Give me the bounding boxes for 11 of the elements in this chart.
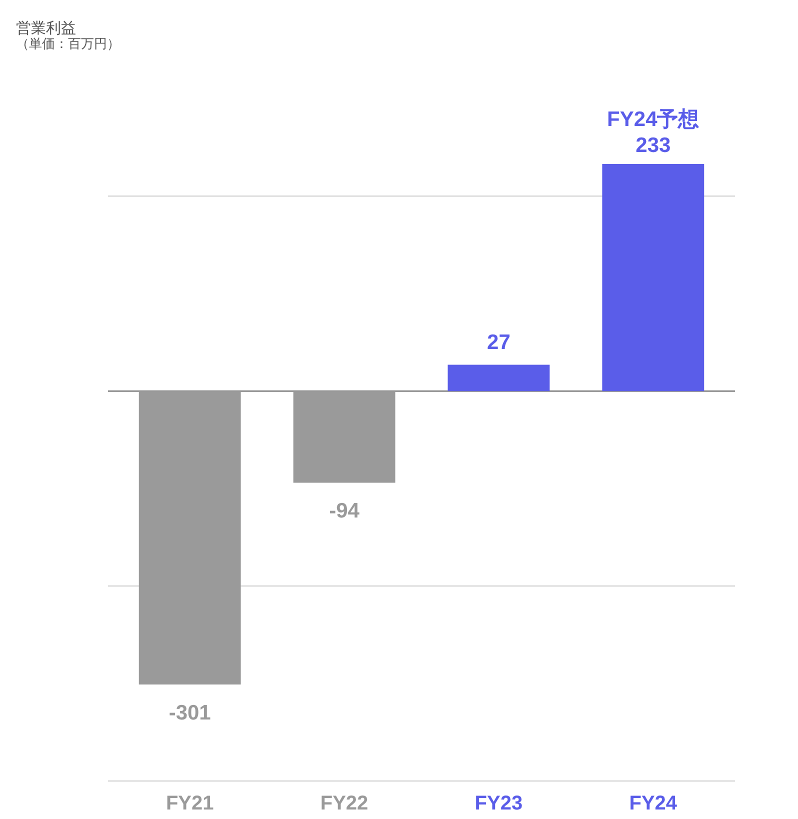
chart-title: 営業利益 (16, 20, 76, 37)
data-label: -301 (168, 702, 212, 724)
x-tick-label: FY23 (474, 792, 523, 814)
x-tick-label: FY22 (320, 792, 368, 814)
data-label: 233 (636, 134, 671, 157)
data-label: 27 (487, 330, 510, 354)
chart-subtitle: （単価：百万円） (16, 36, 120, 51)
data-label: -94 (329, 500, 360, 523)
x-tick-label: FY24 (629, 792, 678, 814)
x-tick-label: FY21 (166, 792, 214, 814)
annotation: FY24予想 (607, 108, 700, 131)
